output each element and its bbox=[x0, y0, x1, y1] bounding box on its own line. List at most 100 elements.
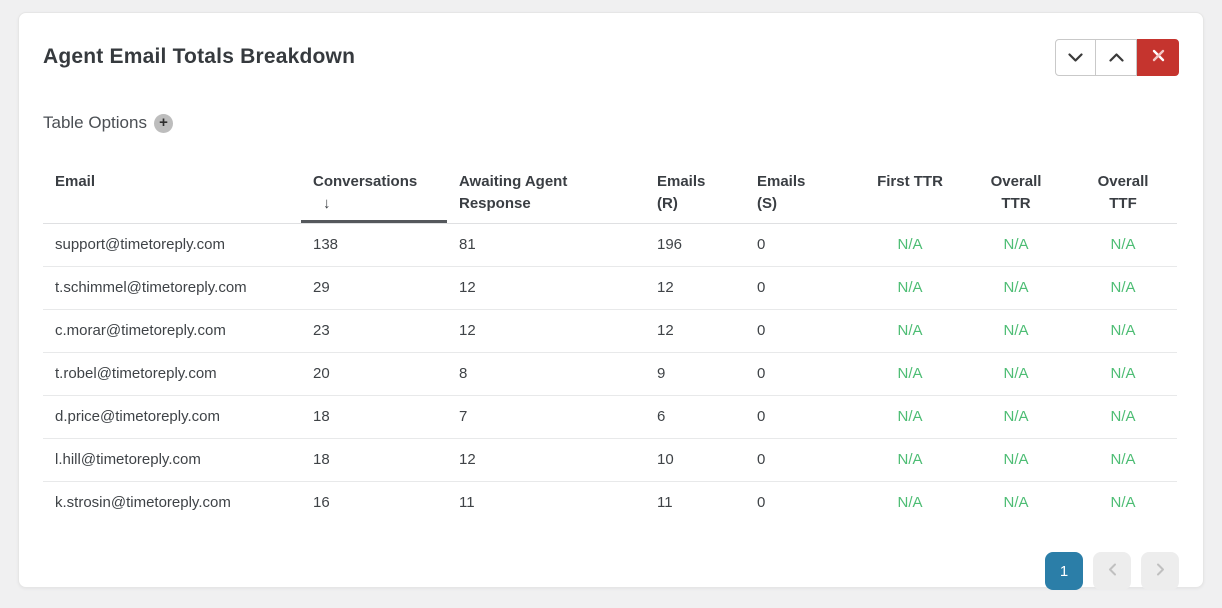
column-header-email[interactable]: Email bbox=[43, 169, 301, 224]
cell-emails_s: 0 bbox=[745, 223, 857, 267]
page-1-button[interactable]: 1 bbox=[1045, 552, 1083, 590]
next-page-button[interactable] bbox=[1141, 552, 1179, 590]
close-button[interactable] bbox=[1137, 38, 1179, 76]
column-label: Overall TTR bbox=[990, 173, 1042, 212]
column-label: Emails (R) bbox=[657, 173, 706, 212]
cell-email: c.morar@timetoreply.com bbox=[43, 309, 301, 353]
cell-emails_r: 10 bbox=[645, 438, 745, 482]
cell-emails_s: 0 bbox=[757, 494, 766, 511]
prev-page-button[interactable] bbox=[1093, 552, 1131, 590]
cell-overall_ttf: N/A bbox=[1069, 309, 1177, 353]
chevron-left-icon bbox=[1108, 563, 1117, 580]
table-header-row: Email Conversations ↓ Awaiting Agent Respon… bbox=[43, 169, 1177, 224]
cell-conversations: 29 bbox=[301, 266, 447, 310]
cell-first_ttr: N/A bbox=[857, 223, 963, 267]
table-row: c.morar@timetoreply.com 23 12 12 0 N/A N/A N/A bbox=[43, 309, 1177, 353]
cell-overall_ttr: N/A bbox=[963, 352, 1069, 396]
table-row: d.price@timetoreply.com 18 7 6 0 N/A N/A N/A bbox=[43, 395, 1177, 439]
expand-button[interactable] bbox=[1096, 38, 1137, 76]
cell-emails_s: 0 bbox=[745, 438, 857, 482]
pagination: 1 bbox=[43, 552, 1179, 590]
cell-emails_r: 6 bbox=[645, 395, 745, 439]
cell-email: l.hill@timetoreply.com bbox=[43, 438, 301, 482]
table-options: Table Options + bbox=[43, 113, 1179, 133]
column-header-emails_r[interactable]: Emails (R) bbox=[645, 169, 745, 224]
cell-emails_r: 196 bbox=[645, 223, 745, 267]
chevron-down-icon bbox=[1068, 50, 1083, 65]
collapse-button[interactable] bbox=[1055, 38, 1096, 76]
column-header-overall_ttr[interactable]: Overall TTR bbox=[963, 169, 1069, 224]
table-body: support@timetoreply.com 138 81 196 0 N/A N/A N/… bbox=[43, 223, 1177, 525]
column-label: Overall TTF bbox=[1097, 173, 1149, 212]
cell-overall_ttr: N/A bbox=[963, 438, 1069, 482]
column-header-conversations[interactable]: Conversations ↓ bbox=[301, 169, 447, 224]
column-header-emails_s[interactable]: Emails (S) bbox=[745, 169, 857, 224]
table-options-add-button[interactable]: + bbox=[153, 113, 173, 133]
cell-overall_ttr: N/A bbox=[1003, 494, 1029, 511]
table-head: Email Conversations ↓ Awaiting Agent Respon… bbox=[43, 169, 1177, 224]
chevron-up-icon bbox=[1108, 50, 1124, 65]
cell-overall_ttf: N/A bbox=[1069, 352, 1177, 396]
cell-emails_s: 0 bbox=[745, 352, 857, 396]
agent-email-totals-card: Agent Email Totals Breakdown Table Optio… bbox=[18, 12, 1204, 590]
cell-emails_s: 0 bbox=[745, 266, 857, 310]
column-label: Conversations bbox=[313, 173, 418, 190]
cell-awaiting_agent_response: 12 bbox=[447, 309, 645, 353]
column-header-awaiting_agent_response[interactable]: Awaiting Agent Response bbox=[447, 169, 645, 224]
cell-awaiting_agent_response: 81 bbox=[447, 223, 645, 267]
cell-awaiting_agent_response: 12 bbox=[447, 266, 645, 310]
cell-overall_ttf: N/A bbox=[1110, 494, 1136, 511]
cell-awaiting_agent_response: 8 bbox=[447, 352, 645, 396]
cell-first_ttr: N/A bbox=[857, 309, 963, 353]
cell-emails_s: 0 bbox=[745, 395, 857, 439]
cell-emails_r: 12 bbox=[645, 266, 745, 310]
cell-overall_ttr: N/A bbox=[963, 309, 1069, 353]
cell-email: d.price@timetoreply.com bbox=[43, 395, 301, 439]
cell-overall_ttf: N/A bbox=[1069, 266, 1177, 310]
table-row: k.strosin@timetoreply.com 16 11 11 0 N/A N/A N/… bbox=[43, 482, 1177, 525]
cell-emails_r: 12 bbox=[645, 309, 745, 353]
table-options-label: Table Options bbox=[43, 113, 147, 132]
cell-first_ttr: N/A bbox=[857, 438, 963, 482]
table-row: t.robel@timetoreply.com 20 8 9 0 N/A N/A N/A bbox=[43, 352, 1177, 396]
column-label: Awaiting Agent Response bbox=[459, 173, 568, 212]
column-label: Email bbox=[55, 173, 96, 190]
sort-desc-icon: ↓ bbox=[323, 195, 331, 212]
cell-conversations: 20 bbox=[301, 352, 447, 396]
cell-emails_s: 0 bbox=[745, 309, 857, 353]
window-controls bbox=[1055, 38, 1179, 76]
cell-awaiting_agent_response: 12 bbox=[447, 438, 645, 482]
cell-email: t.schimmel@timetoreply.com bbox=[43, 266, 301, 310]
table-row: l.hill@timetoreply.com 18 12 10 0 N/A N/A N/A bbox=[43, 438, 1177, 482]
table-row: t.schimmel@timetoreply.com 29 12 12 0 N/A N/A N… bbox=[43, 266, 1177, 310]
chevron-right-icon bbox=[1156, 563, 1165, 580]
cell-first_ttr: N/A bbox=[897, 494, 923, 511]
cell-overall_ttr: N/A bbox=[963, 223, 1069, 267]
cell-overall_ttr: N/A bbox=[963, 266, 1069, 310]
agent-email-table: Email Conversations ↓ Awaiting Agent Respon… bbox=[43, 169, 1177, 524]
cell-first_ttr: N/A bbox=[857, 395, 963, 439]
cell-emails_r: 9 bbox=[645, 352, 745, 396]
column-label: Emails (S) bbox=[757, 173, 806, 212]
cell-conversations: 138 bbox=[301, 223, 447, 267]
cell-overall_ttr: N/A bbox=[963, 395, 1069, 439]
cell-conversations: 18 bbox=[301, 438, 447, 482]
cell-awaiting_agent_response: 11 bbox=[459, 494, 475, 511]
cell-first_ttr: N/A bbox=[857, 266, 963, 310]
cell-overall_ttf: N/A bbox=[1069, 223, 1177, 267]
table-row: support@timetoreply.com 138 81 196 0 N/A N/A N/… bbox=[43, 223, 1177, 267]
column-label: First TTR bbox=[877, 173, 943, 190]
cell-first_ttr: N/A bbox=[857, 352, 963, 396]
cell-conversations: 23 bbox=[301, 309, 447, 353]
page-title: Agent Email Totals Breakdown bbox=[43, 45, 356, 68]
cell-email: k.strosin@timetoreply.com bbox=[55, 494, 231, 511]
cell-overall_ttf: N/A bbox=[1069, 395, 1177, 439]
cell-overall_ttf: N/A bbox=[1069, 438, 1177, 482]
cell-email: t.robel@timetoreply.com bbox=[43, 352, 301, 396]
cell-email: support@timetoreply.com bbox=[43, 223, 301, 267]
cell-conversations: 16 bbox=[313, 494, 330, 511]
column-header-first_ttr[interactable]: First TTR bbox=[857, 169, 963, 224]
close-icon bbox=[1152, 49, 1165, 65]
column-header-overall_ttf[interactable]: Overall TTF bbox=[1069, 169, 1177, 224]
plus-icon: + bbox=[159, 114, 168, 131]
